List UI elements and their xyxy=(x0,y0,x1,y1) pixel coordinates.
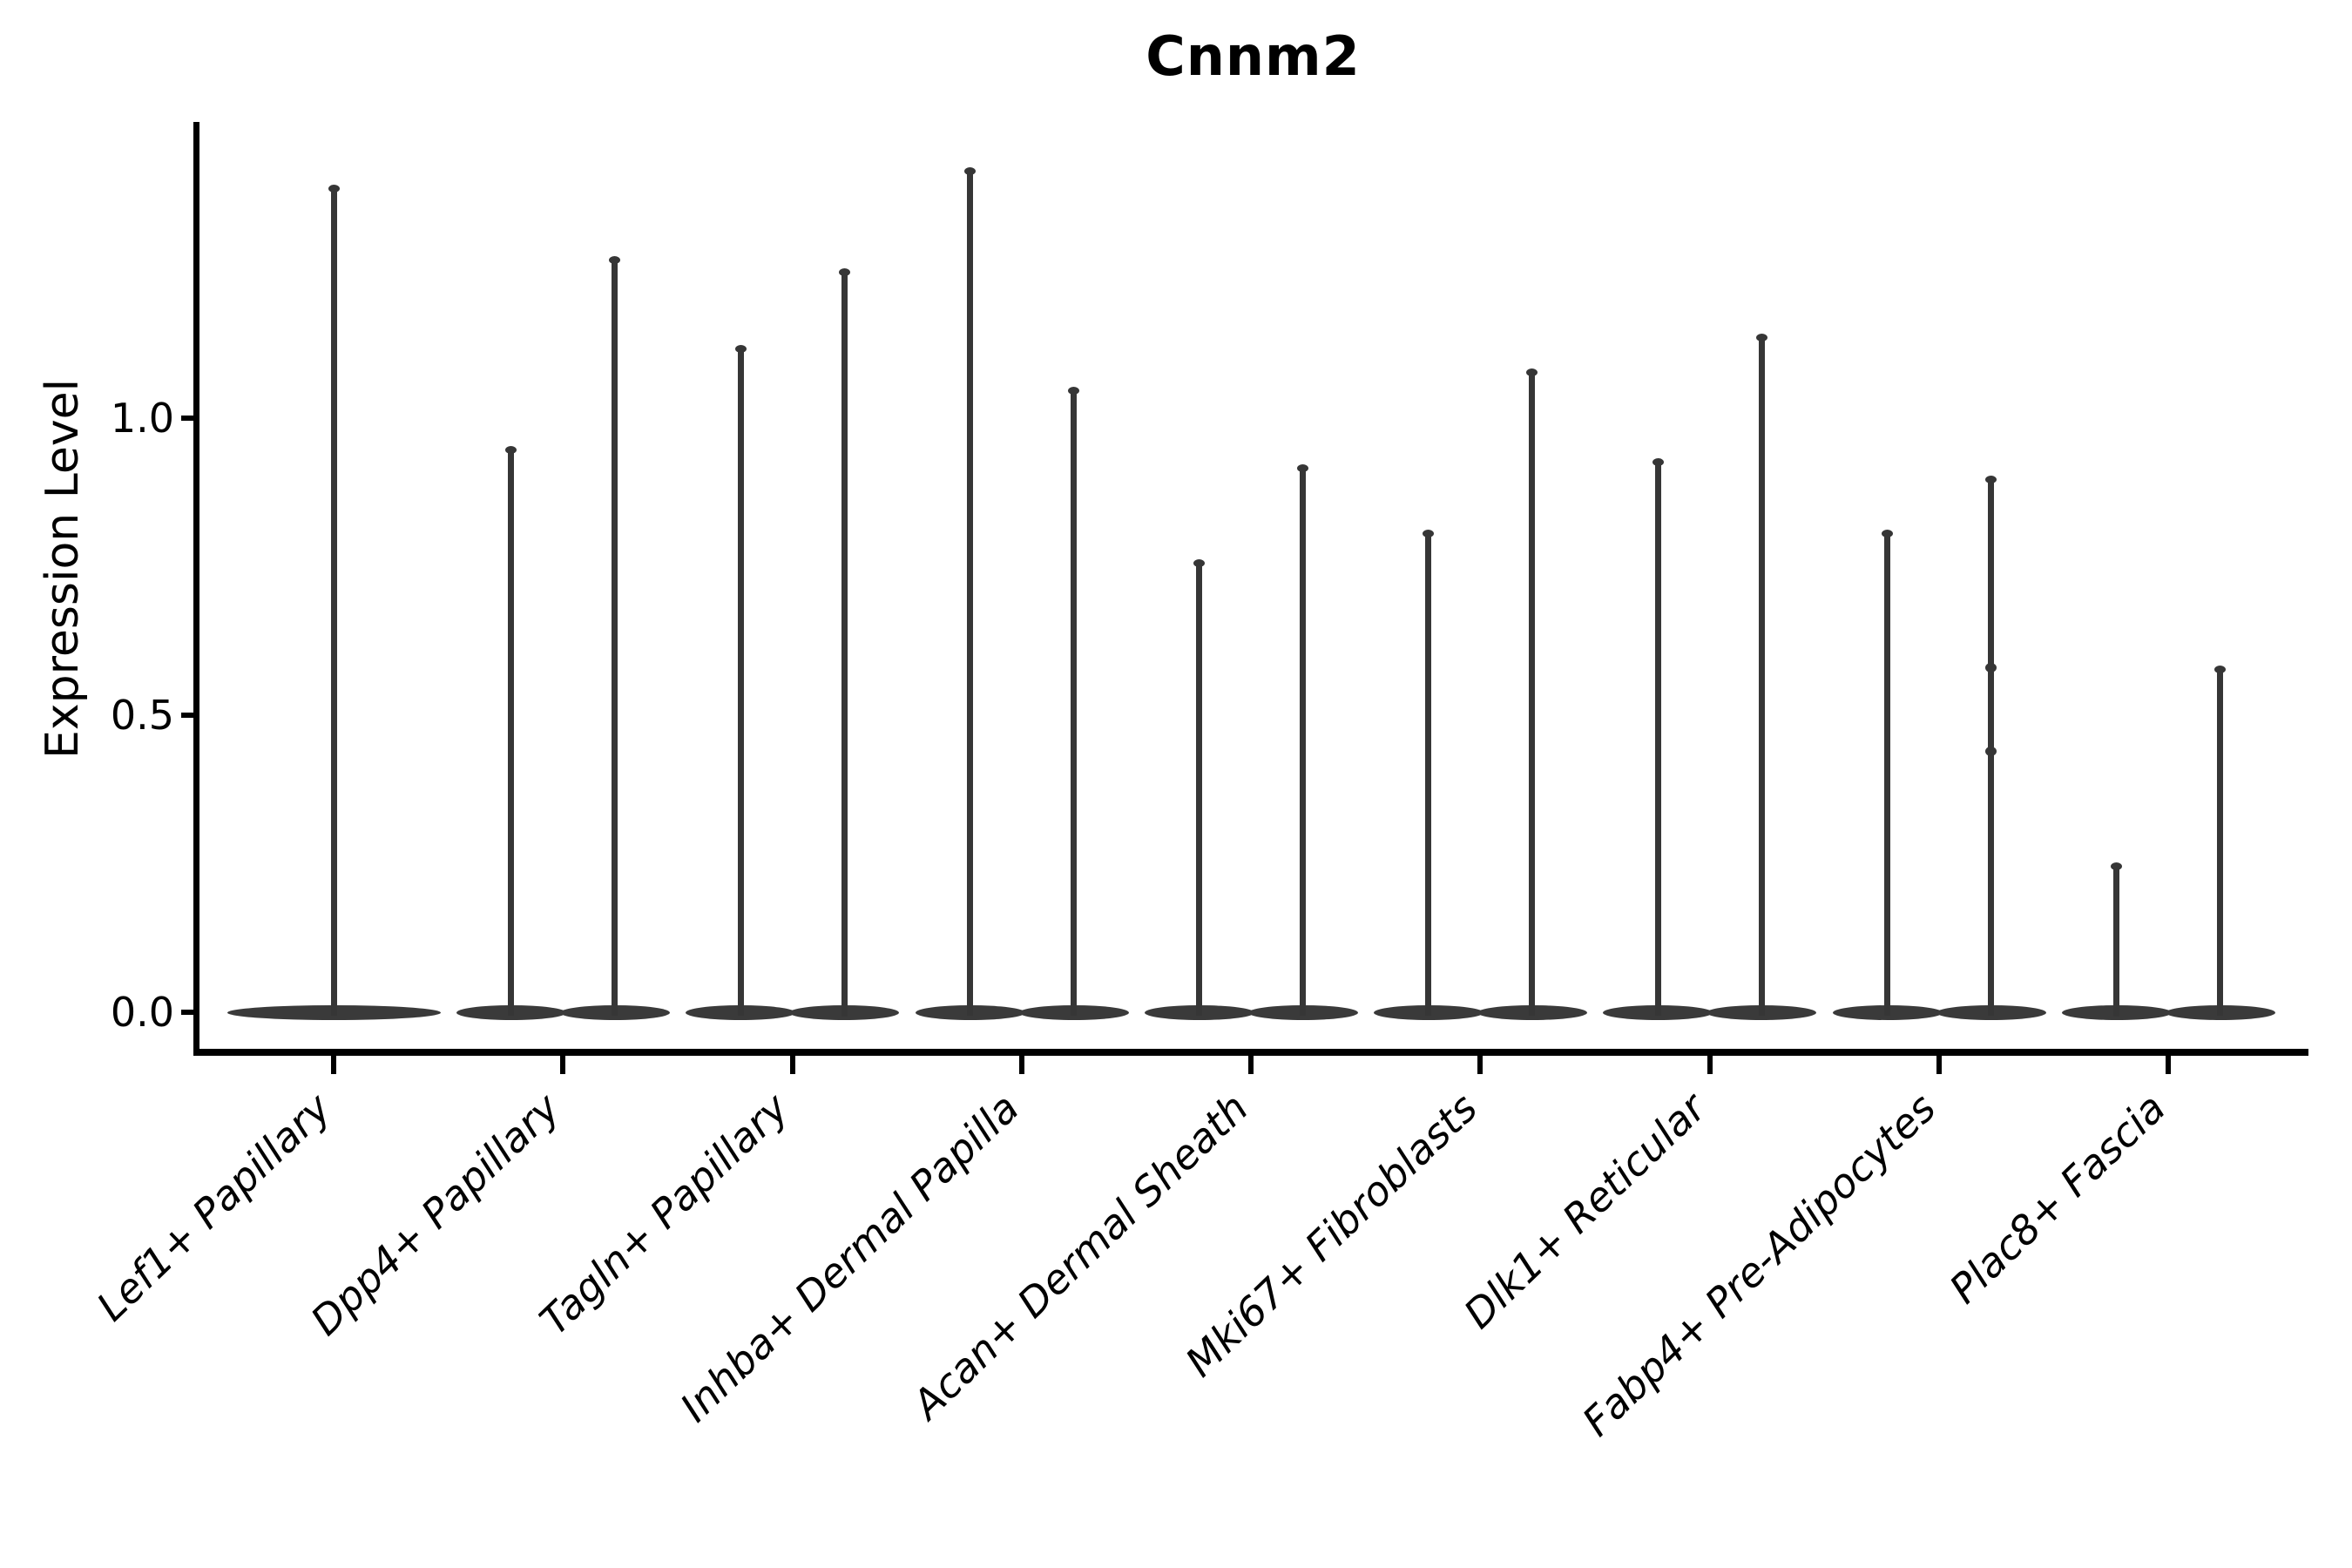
x-tick-label: Dlk1+ Reticular xyxy=(1455,1084,1715,1338)
violin-tail xyxy=(612,258,618,1016)
x-tick-label: Lef1+ Papillary xyxy=(87,1084,340,1330)
violin-tail xyxy=(841,270,848,1017)
y-tick-mark xyxy=(181,416,199,421)
violin-tail-tip xyxy=(2214,666,2226,673)
violin-tail xyxy=(508,448,514,1016)
y-axis-spine xyxy=(193,122,199,1055)
violin-tail-tip xyxy=(1297,464,1308,472)
violin-tail xyxy=(1425,531,1431,1016)
violin-density-bump xyxy=(1985,747,1997,756)
violin-tail-tip xyxy=(735,345,747,353)
violin-tail xyxy=(1655,460,1661,1016)
violin-tail xyxy=(2217,667,2223,1016)
violin-tail xyxy=(1300,466,1306,1016)
violin-tail-tip xyxy=(1985,476,1997,483)
y-axis-label: Expression Level xyxy=(37,378,89,760)
violin-tail xyxy=(967,169,973,1016)
x-tick-mark xyxy=(1707,1055,1713,1074)
violin-tail xyxy=(1884,531,1890,1016)
x-axis-spine xyxy=(193,1049,2308,1056)
violin-tail-tip xyxy=(1526,368,1538,376)
violin-tail xyxy=(1529,370,1535,1016)
violin-tail xyxy=(1759,335,1765,1016)
violin-tail-tip xyxy=(505,446,517,454)
x-tick-mark xyxy=(1477,1055,1483,1074)
x-tick-mark xyxy=(2166,1055,2171,1074)
violin-tail xyxy=(2113,864,2119,1017)
violin-tail xyxy=(738,347,744,1016)
violin-tail-tip xyxy=(964,167,976,175)
violin-tail-tip xyxy=(328,185,340,193)
violin-tail-tip xyxy=(1652,458,1664,466)
x-tick-label: Dpp4+ Papillary xyxy=(301,1084,569,1345)
x-tick-label: Plac8+ Fascia xyxy=(1940,1084,2174,1313)
x-tick-mark xyxy=(1019,1055,1024,1074)
x-tick-mark xyxy=(1936,1055,1942,1074)
y-tick-mark xyxy=(181,1010,199,1015)
violin-tail xyxy=(1071,389,1077,1016)
y-tick-mark xyxy=(181,713,199,718)
violin-tail-tip xyxy=(609,256,620,264)
violin-tail-tip xyxy=(1068,387,1079,395)
violin-tail-tip xyxy=(2111,862,2122,870)
violin-tail-tip xyxy=(1756,334,1767,341)
violin-tail-tip xyxy=(1423,530,1434,537)
violin-tail xyxy=(1196,561,1202,1016)
chart-title: Cnnm2 xyxy=(1146,24,1361,88)
y-tick-label: 0.5 xyxy=(110,692,174,739)
violin-tail-tip xyxy=(1882,530,1893,537)
x-tick-mark xyxy=(331,1055,336,1074)
x-tick-mark xyxy=(790,1055,795,1074)
violin-tail-tip xyxy=(839,268,850,276)
violin-density-bump xyxy=(1985,663,1997,672)
x-tick-mark xyxy=(1248,1055,1254,1074)
violin-tail xyxy=(331,186,337,1016)
x-tick-label: Tagln+ Papillary xyxy=(531,1084,798,1344)
x-tick-mark xyxy=(560,1055,565,1074)
y-tick-label: 1.0 xyxy=(110,395,174,442)
y-tick-label: 0.0 xyxy=(110,989,174,1036)
violin-tail-tip xyxy=(1193,559,1205,567)
